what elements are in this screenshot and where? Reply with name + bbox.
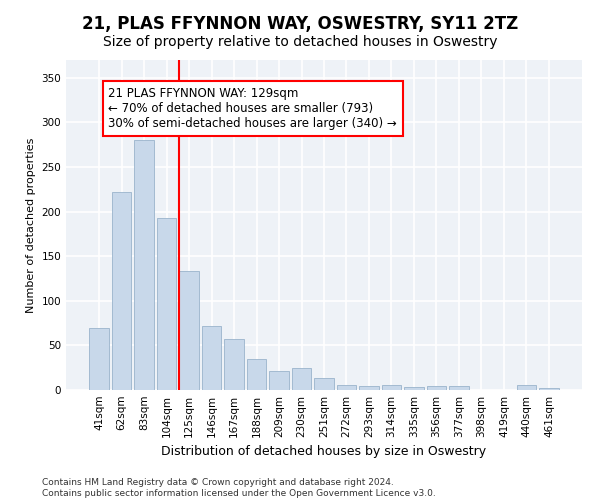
Bar <box>382 384 401 390</box>
Y-axis label: Number of detached properties: Number of detached properties <box>26 138 36 312</box>
Text: 21, PLAS FFYNNON WAY, OSWESTRY, SY11 2TZ: 21, PLAS FFYNNON WAY, OSWESTRY, SY11 2TZ <box>82 15 518 33</box>
Text: Contains HM Land Registry data © Crown copyright and database right 2024.
Contai: Contains HM Land Registry data © Crown c… <box>42 478 436 498</box>
Bar <box>449 386 469 390</box>
X-axis label: Distribution of detached houses by size in Oswestry: Distribution of detached houses by size … <box>161 446 487 458</box>
Bar <box>269 372 289 390</box>
Bar <box>359 386 379 390</box>
Bar <box>539 388 559 390</box>
Bar <box>517 384 536 390</box>
Bar <box>157 218 176 390</box>
Bar <box>224 339 244 390</box>
Text: Size of property relative to detached houses in Oswestry: Size of property relative to detached ho… <box>103 35 497 49</box>
Text: 21 PLAS FFYNNON WAY: 129sqm
← 70% of detached houses are smaller (793)
30% of se: 21 PLAS FFYNNON WAY: 129sqm ← 70% of det… <box>109 87 397 130</box>
Bar <box>337 384 356 390</box>
Bar <box>89 328 109 390</box>
Bar <box>292 368 311 390</box>
Bar <box>202 326 221 390</box>
Bar <box>404 388 424 390</box>
Bar <box>314 378 334 390</box>
Bar <box>247 359 266 390</box>
Bar <box>134 140 154 390</box>
Bar <box>112 192 131 390</box>
Bar <box>427 386 446 390</box>
Bar <box>179 272 199 390</box>
